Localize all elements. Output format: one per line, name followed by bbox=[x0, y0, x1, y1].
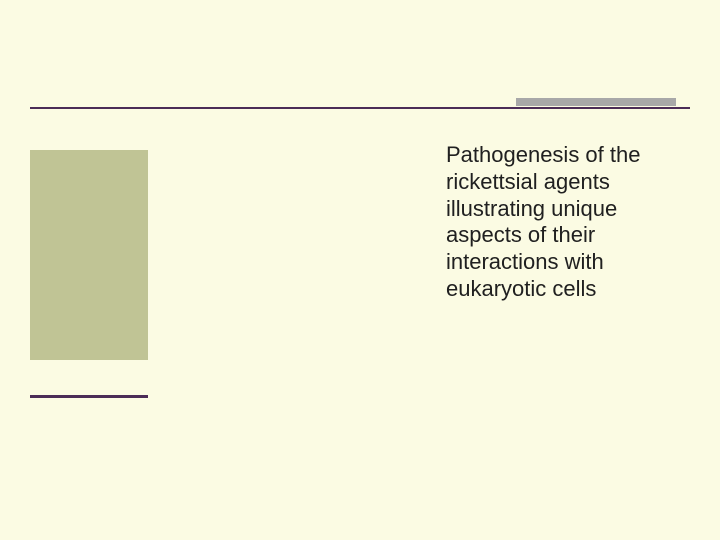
olive-sidebar-box bbox=[30, 150, 148, 360]
body-text: Pathogenesis of the rickettsial agents i… bbox=[446, 142, 696, 303]
slide: Pathogenesis of the rickettsial agents i… bbox=[0, 0, 720, 540]
top-horizontal-rule bbox=[30, 107, 690, 109]
left-underline-rule bbox=[30, 395, 148, 398]
grey-accent-bar bbox=[516, 98, 676, 106]
